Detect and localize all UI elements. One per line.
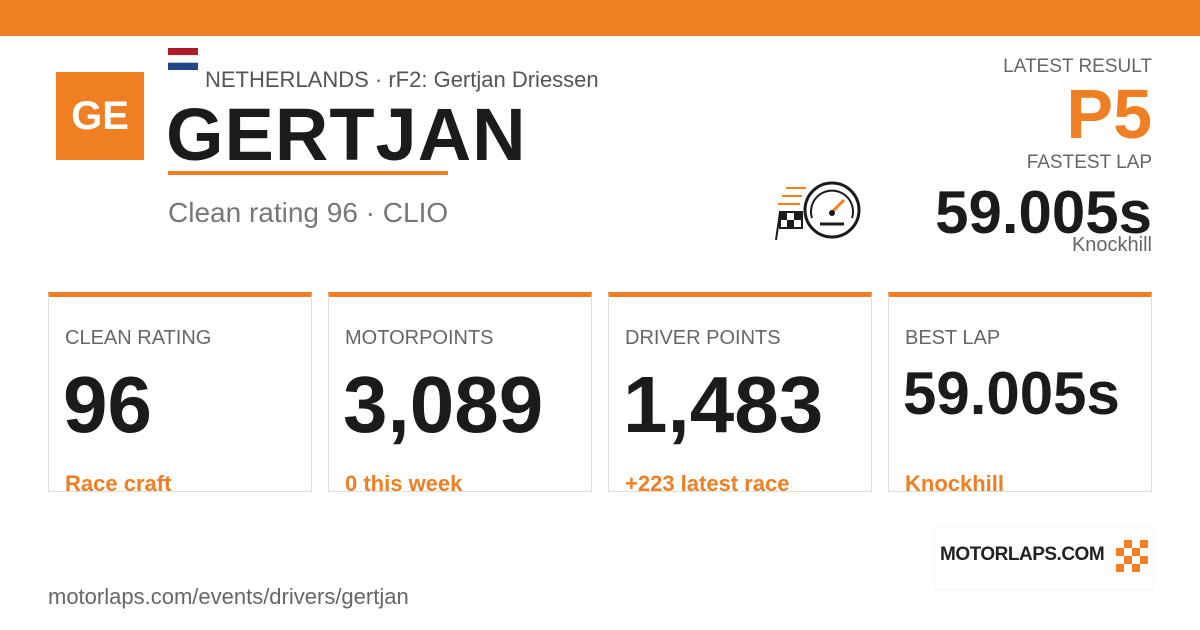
card-label: CLEAN RATING [65,327,212,349]
card-note: +223 latest race [625,471,790,496]
logo-text: MOTORLAPS.COM [940,544,1105,565]
stat-card: CLEAN RATING 96 Race craft [48,292,312,496]
logo-flag [1116,540,1148,572]
driver-subtitle: Clean rating 96 · CLIO [168,197,449,228]
card-label: BEST LAP [905,327,1001,349]
card-label: DRIVER POINTS [625,327,781,349]
stat-card: DRIVER POINTS 1,483 +223 latest race [608,292,872,496]
driver-name: GERTJAN [166,93,527,176]
card-value: 1,483 [623,360,824,449]
stat-card: BEST LAP 59.005s Knockhill [888,292,1152,496]
fastest-lap-label: FASTEST LAP [1026,152,1152,173]
logo: MOTORLAPS.COM [936,528,1152,588]
stat-card: MOTORPOINTS 3,089 0 this week [328,292,592,496]
latest-result: P5 [1066,75,1152,153]
card-value: 96 [63,360,152,449]
speed-icon [775,181,861,241]
latest-result-label: LATEST RESULT [1003,56,1152,77]
card-label: MOTORPOINTS [345,327,494,349]
flag [168,48,198,70]
name-underline [168,171,448,175]
initials-badge: GE [56,72,144,160]
card-note: 0 this week [345,471,463,496]
card-note: Knockhill [905,471,1005,496]
card-value: 3,089 [343,360,544,449]
card-value: 59.005s [903,360,1120,427]
fastest-lap-track: Knockhill [1071,234,1152,256]
top-bar [0,0,1200,36]
driver-meta: NETHERLANDS · rF2: Gertjan Driessen [205,67,599,92]
fastest-lap: 59.005s [935,179,1152,246]
card-note: Race craft [65,471,172,496]
page-url: motorlaps.com/events/drivers/gertjan [48,584,409,609]
